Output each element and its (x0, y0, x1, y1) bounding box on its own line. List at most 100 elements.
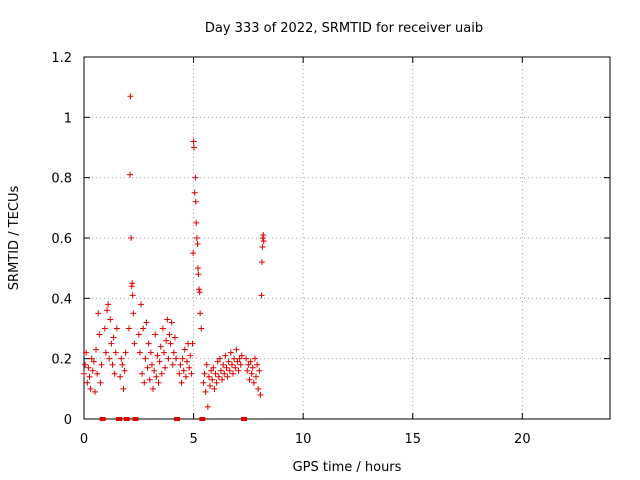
data-point (151, 367, 158, 374)
data-point (157, 343, 164, 350)
data-point (154, 352, 161, 359)
data-point (128, 235, 135, 241)
data-point (167, 340, 174, 347)
data-point (227, 349, 234, 356)
data-point (211, 385, 218, 392)
data-point (243, 355, 250, 362)
data-point (91, 388, 98, 395)
data-point (129, 292, 136, 299)
x-tick-labels: 0 5 10 15 20 (80, 432, 531, 447)
data-point (169, 361, 176, 368)
data-point (260, 231, 267, 238)
data-point (85, 364, 92, 371)
data-point (97, 379, 104, 386)
data-point (142, 355, 149, 362)
data-point (182, 373, 189, 380)
data-point (257, 391, 264, 398)
data-point (259, 244, 266, 251)
data-point (258, 259, 265, 266)
data-point (141, 379, 148, 386)
data-point (260, 238, 267, 245)
data-point (96, 331, 103, 338)
zero-value-marker (199, 417, 206, 421)
y-tick-label: 0 (64, 413, 72, 428)
data-point (186, 364, 193, 371)
data-point (201, 370, 208, 377)
data-point (248, 370, 255, 377)
plot-frame (83, 56, 611, 420)
data-point (177, 361, 184, 368)
data-point (192, 198, 199, 205)
data-point (108, 340, 115, 347)
data-point (194, 265, 201, 272)
data-point (216, 355, 223, 362)
data-point (143, 319, 150, 326)
data-point (256, 367, 263, 374)
data-point (84, 379, 91, 386)
data-point (195, 271, 202, 278)
data-point (215, 373, 222, 380)
data-point (235, 367, 242, 374)
data-point (93, 346, 100, 353)
data-point (105, 301, 112, 308)
data-point (159, 325, 166, 332)
data-point (187, 352, 194, 359)
data-point (253, 373, 260, 380)
data-point (221, 370, 228, 377)
data-point (155, 379, 162, 386)
data-point (246, 376, 253, 383)
data-point (173, 355, 180, 362)
data-point (192, 174, 199, 181)
data-point (90, 358, 97, 365)
data-point (191, 144, 198, 151)
data-point (208, 367, 215, 374)
data-point (139, 370, 146, 377)
zero-value-marker (116, 417, 123, 421)
zero-value-marker (174, 417, 181, 421)
data-point (140, 325, 147, 332)
data-point (144, 364, 151, 371)
data-point (204, 403, 211, 410)
y-tick-label: 1.2 (51, 51, 72, 66)
data-point (166, 331, 173, 338)
data-point (214, 358, 221, 365)
data-point (203, 361, 210, 368)
data-point (122, 349, 129, 356)
data-point (198, 325, 205, 332)
data-point (250, 379, 257, 386)
data-point (258, 292, 265, 299)
data-point (222, 352, 229, 359)
zero-value-marker (99, 417, 106, 421)
data-point (251, 355, 258, 362)
data-point (113, 325, 120, 332)
data-point (119, 361, 126, 368)
y-tick-label: 0.4 (51, 292, 72, 307)
chart-title: Day 333 of 2022, SRMTID for receiver uai… (205, 21, 483, 36)
y-tick-label: 0.8 (51, 172, 72, 187)
data-point (220, 361, 227, 368)
data-point (236, 355, 243, 362)
axis-ticks (83, 56, 610, 420)
data-point (129, 280, 136, 287)
data-point (110, 334, 117, 341)
data-point (178, 379, 185, 386)
data-point (106, 355, 113, 362)
zero-value-marker (132, 417, 139, 421)
data-point (83, 349, 90, 356)
data-point (219, 376, 226, 383)
data-point (127, 93, 134, 100)
data-point (135, 331, 142, 338)
data-point (190, 138, 197, 145)
data-point (148, 361, 155, 368)
data-point (137, 301, 144, 308)
data-point (98, 361, 105, 368)
data-point (117, 373, 124, 380)
data-point (120, 385, 127, 392)
zero-value-marker (240, 417, 247, 421)
data-point (147, 349, 154, 356)
y-tick-labels: 0 0.2 0.4 0.6 0.8 1 1.2 (51, 51, 72, 428)
data-point (200, 379, 207, 386)
data-point (202, 388, 209, 395)
data-point (191, 189, 198, 196)
